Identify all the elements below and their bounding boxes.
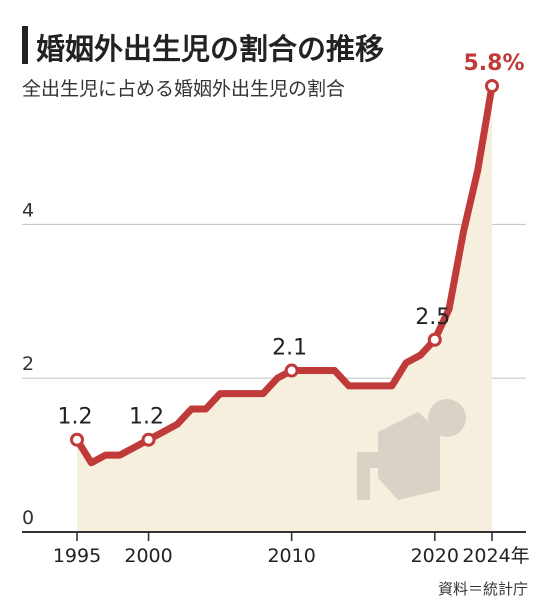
x-axis-ticks: 1995 2000 2010 2020 2024年 [53, 532, 530, 567]
data-labels: 1.2 1.2 2.1 2.5 5.8% [58, 51, 525, 430]
marker-2024 [485, 79, 499, 93]
data-label-2024: 5.8% [463, 51, 524, 76]
baby-icon-head [428, 399, 466, 437]
x-tick-label-2024: 2024年 [462, 545, 529, 567]
y-tick-label-4: 4 [22, 199, 34, 221]
chart-subtitle: 全出生児に占める婚姻外出生児の割合 [22, 78, 346, 100]
x-tick-label-2010: 2010 [267, 545, 315, 567]
x-tick-label-2000: 2000 [124, 545, 172, 567]
marker-2000 [141, 432, 156, 447]
data-label-1995: 1.2 [58, 405, 93, 430]
marker-2010 [284, 363, 299, 378]
data-label-2020: 2.5 [415, 305, 450, 330]
data-markers [70, 79, 499, 447]
y-tick-label-2: 2 [22, 353, 34, 375]
y-axis-tick-labels: 0 2 4 [22, 199, 34, 529]
chart-title: 婚姻外出生児の割合の推移 [36, 32, 385, 66]
baby-icon-arm [357, 452, 380, 500]
x-tick-label-2020: 2020 [411, 545, 459, 567]
source-note: 資料＝統計庁 [437, 580, 528, 598]
y-tick-label-0: 0 [22, 507, 34, 529]
title-accent-bar [22, 26, 28, 64]
baby-icon-body [378, 412, 440, 500]
baby-icon [357, 399, 466, 500]
x-tick-label-1995: 1995 [53, 545, 101, 567]
data-label-2010: 2.1 [272, 336, 307, 361]
marker-1995 [70, 432, 84, 447]
data-label-2000: 1.2 [129, 405, 164, 430]
marker-2020 [427, 332, 442, 347]
